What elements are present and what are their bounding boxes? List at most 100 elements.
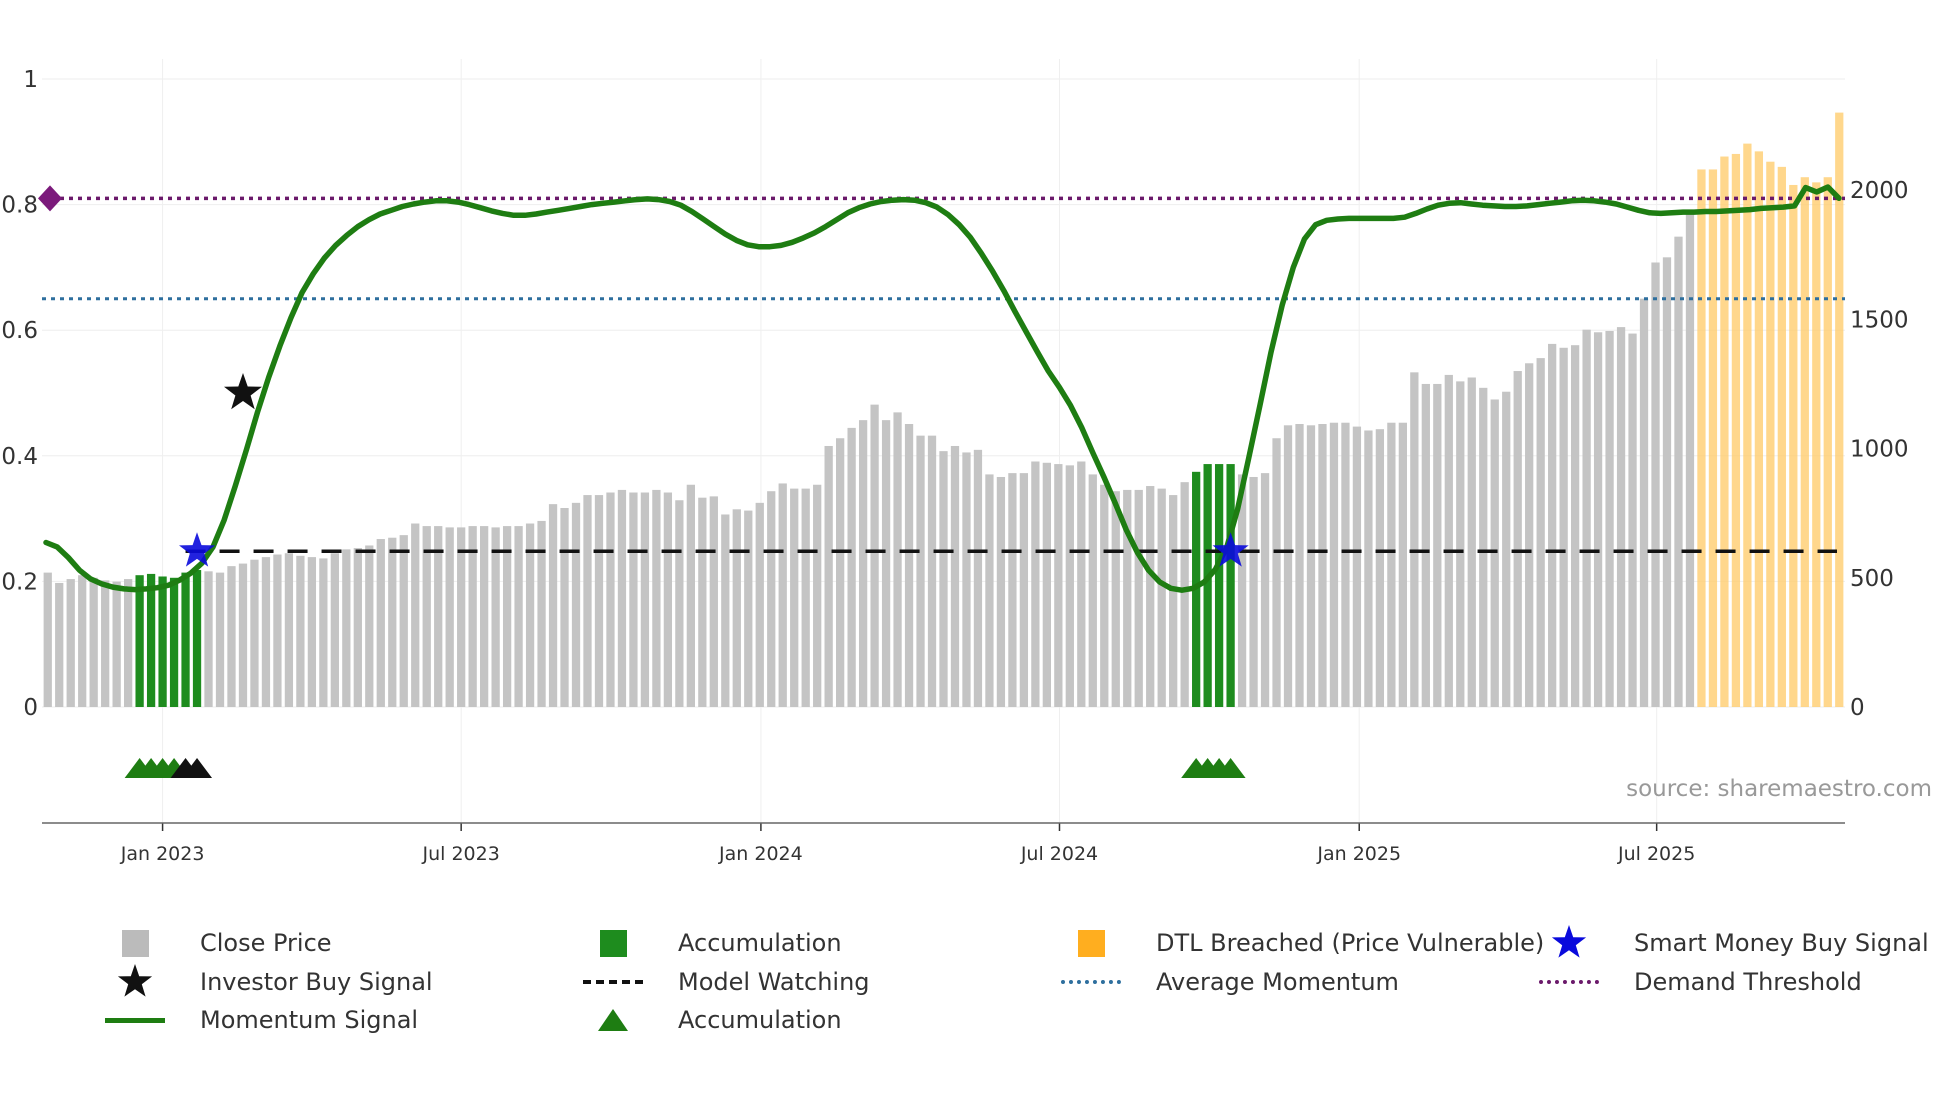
- price-bar: [1720, 156, 1729, 707]
- price-bar: [571, 502, 581, 707]
- price-bar: [1628, 333, 1637, 707]
- bar-layer: [43, 112, 1844, 708]
- price-bar: [1100, 484, 1109, 707]
- price-bar: [1054, 464, 1063, 707]
- smart-money-buy-star: [179, 532, 216, 567]
- price-bar: [1697, 169, 1706, 707]
- x-tick-label: Jul 2025: [1617, 843, 1695, 865]
- price-bar: [1731, 153, 1741, 707]
- price-bar: [1283, 425, 1293, 707]
- price-bar: [1444, 374, 1453, 707]
- price-bar: [1318, 424, 1327, 707]
- price-bar: [1789, 184, 1798, 707]
- price-bar: [307, 557, 317, 707]
- x-tick-label: Jul 2024: [1020, 843, 1098, 865]
- price-bar: [1708, 169, 1718, 707]
- investor-buy-star: [224, 373, 262, 410]
- y-left-tick-label: 1: [23, 67, 38, 93]
- price-bar: [1559, 347, 1568, 707]
- price-bar: [66, 579, 75, 707]
- x-tick-label: Jan 2023: [120, 843, 205, 865]
- price-bar: [1226, 464, 1235, 707]
- price-bar: [43, 572, 52, 707]
- price-bar: [215, 572, 225, 707]
- price-bar: [1490, 399, 1499, 707]
- x-tick-label: Jan 2024: [718, 843, 803, 865]
- price-bar: [640, 492, 650, 707]
- y-right-tick-label: 2000: [1850, 178, 1909, 204]
- price-bar: [904, 424, 914, 707]
- price-bar: [1502, 391, 1511, 707]
- price-bar: [916, 435, 925, 707]
- price-bar: [652, 489, 661, 707]
- y-right-tick-label: 500: [1850, 566, 1894, 592]
- price-bar: [388, 537, 397, 707]
- price-bar: [767, 491, 776, 707]
- price-bar: [342, 549, 351, 707]
- price-bar: [514, 526, 523, 707]
- price-bar: [1180, 482, 1189, 707]
- x-tick-label: Jan 2025: [1316, 843, 1401, 865]
- price-bar: [1823, 177, 1832, 707]
- price-bar: [629, 492, 638, 707]
- price-bar: [755, 502, 764, 707]
- price-bar: [594, 495, 604, 707]
- price-bar: [1582, 329, 1591, 707]
- price-bar: [1639, 298, 1649, 707]
- price-bar: [1237, 474, 1247, 707]
- price-bar: [273, 554, 282, 707]
- y-left-tick-label: 0.2: [1, 569, 38, 595]
- price-bar: [985, 474, 994, 707]
- price-bar: [606, 492, 615, 707]
- price-bar: [445, 527, 454, 707]
- price-bar: [548, 504, 558, 707]
- price-bar: [1295, 424, 1304, 707]
- axis-layer: 0 0.2 0.4 0.6 0.8 1 0 500 1000 1500 2000 Jan 2023 Ju…: [1, 67, 1908, 865]
- price-bar: [1398, 422, 1407, 707]
- price-bar: [1662, 257, 1672, 707]
- price-bar: [1479, 387, 1488, 707]
- price-bar: [996, 476, 1006, 707]
- price-bar: [732, 509, 741, 707]
- price-bar: [1593, 332, 1603, 707]
- price-bar: [353, 548, 362, 707]
- price-bar: [1433, 383, 1442, 707]
- price-bar: [962, 452, 971, 707]
- price-bar: [158, 576, 167, 707]
- price-bar: [709, 496, 718, 707]
- price-bar: [790, 488, 799, 707]
- price-bar: [101, 580, 110, 707]
- price-bar: [1214, 464, 1224, 707]
- y-left-tick-label: 0: [23, 695, 38, 721]
- price-bar: [1570, 345, 1580, 707]
- price-bar: [1088, 474, 1097, 707]
- accumulation-triangle: [1215, 758, 1246, 778]
- price-bar: [686, 484, 695, 707]
- price-bar: [434, 526, 443, 707]
- x-tick-label: Jul 2023: [422, 843, 500, 865]
- price-bar: [1341, 422, 1350, 707]
- price-bar: [89, 577, 98, 707]
- price-bar: [1249, 476, 1258, 707]
- price-bar: [1169, 495, 1178, 707]
- price-bar: [847, 427, 856, 707]
- price-bar: [1410, 372, 1419, 707]
- price-bar: [1077, 461, 1086, 707]
- price-bar: [502, 526, 512, 707]
- price-bar: [1548, 343, 1557, 707]
- price-bar: [927, 435, 937, 707]
- price-bar: [1616, 327, 1626, 707]
- price-bar: [939, 451, 948, 707]
- price-bar: [778, 483, 787, 707]
- price-bar: [560, 508, 569, 707]
- price-bar: [973, 449, 983, 707]
- price-bar: [1157, 488, 1166, 707]
- price-bar: [192, 570, 202, 707]
- price-bar: [583, 495, 592, 707]
- price-bar: [1536, 358, 1545, 707]
- price-bar: [1134, 489, 1143, 707]
- momentum-signal-line: [43, 184, 1842, 593]
- price-bar: [858, 420, 868, 707]
- price-bar: [617, 489, 627, 707]
